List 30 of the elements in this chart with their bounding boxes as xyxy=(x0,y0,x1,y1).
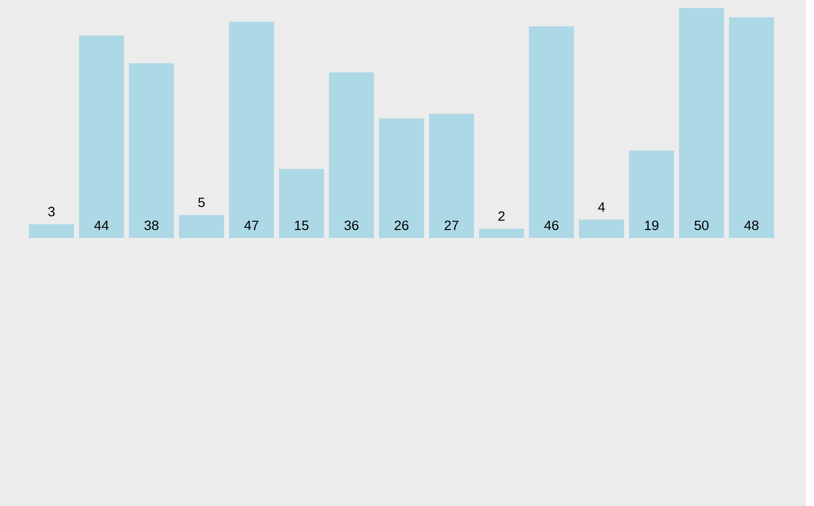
data-label: 2 xyxy=(498,211,505,221)
bar xyxy=(29,224,74,238)
data-label: 44 xyxy=(94,220,109,230)
data-label: 15 xyxy=(295,220,308,230)
bar xyxy=(329,72,374,238)
bar xyxy=(79,36,124,238)
data-label: 36 xyxy=(344,220,358,230)
bar xyxy=(729,17,774,238)
data-label: 26 xyxy=(394,220,408,230)
bar xyxy=(579,220,624,238)
data-label: 50 xyxy=(694,220,708,230)
data-label: 27 xyxy=(444,220,458,230)
bar xyxy=(429,114,474,238)
data-label: 46 xyxy=(544,220,558,230)
bar xyxy=(229,22,274,238)
bar xyxy=(679,8,724,238)
bar xyxy=(379,118,424,238)
bar xyxy=(179,214,224,238)
data-label: 48 xyxy=(744,220,758,230)
bar xyxy=(129,63,174,238)
data-label: 5 xyxy=(198,198,205,208)
bar xyxy=(629,150,674,238)
data-label: 4 xyxy=(598,202,605,212)
data-label: 3 xyxy=(48,206,55,216)
data-label: 38 xyxy=(144,220,158,230)
bar xyxy=(479,228,524,238)
data-label: 19 xyxy=(645,220,658,230)
data-label: 47 xyxy=(244,220,258,230)
bar xyxy=(279,168,324,238)
bar xyxy=(529,26,574,238)
